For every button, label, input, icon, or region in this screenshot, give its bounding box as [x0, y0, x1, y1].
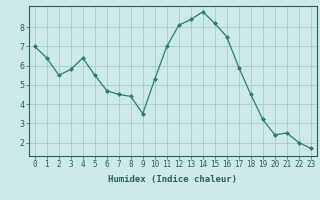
X-axis label: Humidex (Indice chaleur): Humidex (Indice chaleur)	[108, 175, 237, 184]
